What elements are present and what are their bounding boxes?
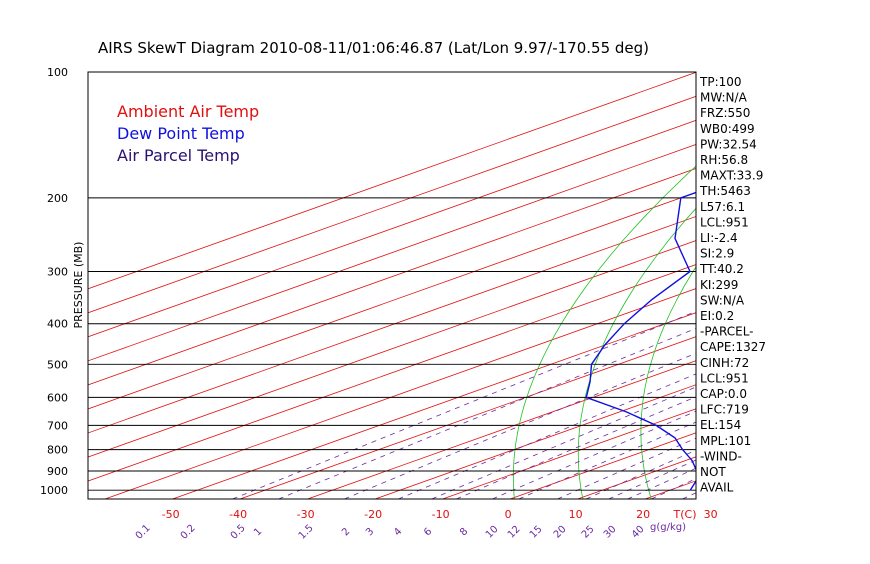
cape-fill <box>755 198 870 426</box>
index-text: AVAIL <box>700 481 734 495</box>
pressure-tick-label: 200 <box>47 192 68 205</box>
mixing-ratio-line <box>492 198 870 499</box>
mixing-ratio-tick-label: 25 <box>580 524 597 541</box>
isotherm-line <box>780 72 870 499</box>
index-text: LI:-2.4 <box>700 231 738 245</box>
index-text: -PARCEL- <box>700 325 754 339</box>
legend-entry: Air Parcel Temp <box>117 146 240 165</box>
cape-hatched-area <box>755 198 870 426</box>
mixing-ratio-line <box>519 198 870 499</box>
mixing-ratio-unit-label: g(g/kg) <box>650 522 686 533</box>
mixing-ratio-tick-label: 0.1 <box>134 523 153 542</box>
mixing-ratio-line <box>398 198 870 499</box>
mixing-ratio-tick-label: 3 <box>364 526 376 538</box>
bottom-temp-tick-label: -50 <box>162 508 180 521</box>
mixing-ratio-tick-label: 12 <box>506 524 523 541</box>
index-text: PW:32.54 <box>700 137 757 151</box>
isotherm-line <box>510 72 870 499</box>
mixing-ratio-tick-label: 30 <box>602 524 619 541</box>
bottom-temp-tick-label: -10 <box>432 508 450 521</box>
chart-title: AIRS SkewT Diagram 2010-08-11/01:06:46.8… <box>98 39 649 57</box>
temp-unit-label: T(C) <box>673 508 697 521</box>
pressure-tick-label: 900 <box>47 465 68 478</box>
mixing-ratio-line <box>345 198 870 499</box>
dry-adiabat-line <box>513 72 809 499</box>
isotherm-line <box>443 72 870 499</box>
index-text: WB0:499 <box>700 122 755 136</box>
bottom-temp-tick-label: 0 <box>505 508 512 521</box>
isotherm-line <box>848 72 870 499</box>
isotherm-line <box>0 72 697 499</box>
index-text: MPL:101 <box>700 434 751 448</box>
bottom-temp-tick-label: -20 <box>364 508 382 521</box>
pressure-tick-label: 100 <box>47 66 68 79</box>
index-text: EI:0.2 <box>700 309 734 323</box>
index-text: TT:40.2 <box>699 262 744 276</box>
mixing-ratio-tick-label: 4 <box>392 526 404 538</box>
index-text: SW:N/A <box>700 293 745 307</box>
legend-entry: Ambient Air Temp <box>117 102 259 121</box>
mixing-ratio-line <box>761 198 870 499</box>
mixing-ratio-tick-label: 1 <box>252 526 264 538</box>
mixing-ratio-tick-label: 20 <box>552 524 569 541</box>
mixing-ratio-tick-label: 0.5 <box>229 523 248 542</box>
index-text: CAPE:1327 <box>700 340 766 354</box>
index-text: TH:5463 <box>699 184 751 198</box>
mixing-ratio-tick-label: 1.5 <box>297 523 316 542</box>
index-text: SI:2.9 <box>700 247 734 261</box>
pressure-tick-label: 500 <box>47 358 68 371</box>
index-text: NOT <box>700 465 726 479</box>
bottom-temp-tick-label: 10 <box>569 508 583 521</box>
mixing-ratio-tick-label: 40 <box>630 524 647 541</box>
pressure-tick-label: 600 <box>47 391 68 404</box>
bottom-temp-tick-label: -40 <box>229 508 247 521</box>
index-text: KI:299 <box>700 278 738 292</box>
index-text: CINH:72 <box>700 356 749 370</box>
mixing-ratio-line <box>432 198 870 499</box>
bottom-temp-tick-label: -30 <box>297 508 315 521</box>
index-text: -WIND- <box>700 449 742 463</box>
mixing-ratio-tick-label: 8 <box>458 526 470 538</box>
mixing-ratio-tick-label: 2 <box>340 526 352 538</box>
pressure-tick-label: 800 <box>47 444 68 457</box>
dry-adiabat-line <box>817 72 870 499</box>
index-text: MAXT:33.9 <box>700 169 763 183</box>
index-text: TP:100 <box>699 75 742 89</box>
mixing-ratio-tick-label: 0.2 <box>179 523 198 542</box>
bottom-temp-tick-label: 20 <box>636 508 650 521</box>
mixing-ratio-line <box>233 198 870 499</box>
mixing-ratio-tick-label: 15 <box>528 524 545 541</box>
isotherm-line <box>308 72 870 499</box>
legend: Ambient Air Temp Dew Point Temp Air Parcel… <box>117 102 259 165</box>
legend-entry: Dew Point Temp <box>117 124 245 143</box>
pressure-tick-label: 300 <box>47 266 68 279</box>
isotherm-line <box>645 72 870 499</box>
mixing-ratio-tick-label: 10 <box>484 524 501 541</box>
pressure-tick-label: 400 <box>47 318 68 331</box>
index-text: LCL:951 <box>700 371 749 385</box>
index-text: CAP:0.0 <box>700 387 747 401</box>
dry-adiabat-line <box>760 72 870 499</box>
y-axis-label: PRESSURE (MB) <box>72 242 85 329</box>
bottom-temp-tick-label: 30 <box>704 508 718 521</box>
isotherm-line <box>0 72 764 499</box>
index-text: L57:6.1 <box>700 200 745 214</box>
index-text: FRZ:550 <box>700 106 750 120</box>
index-text: MW:N/A <box>700 91 748 105</box>
index-text: LCL:951 <box>700 215 749 229</box>
pressure-tick-label: 1000 <box>40 484 68 497</box>
mixing-ratio-tick-label: 6 <box>422 526 434 538</box>
dry-adiabat-line <box>641 72 870 499</box>
isotherm-line <box>173 72 870 499</box>
index-text: RH:56.8 <box>700 153 748 167</box>
index-text: EL:154 <box>700 418 741 432</box>
pressure-tick-label: 700 <box>47 419 68 432</box>
index-text: LFC:719 <box>700 403 749 417</box>
